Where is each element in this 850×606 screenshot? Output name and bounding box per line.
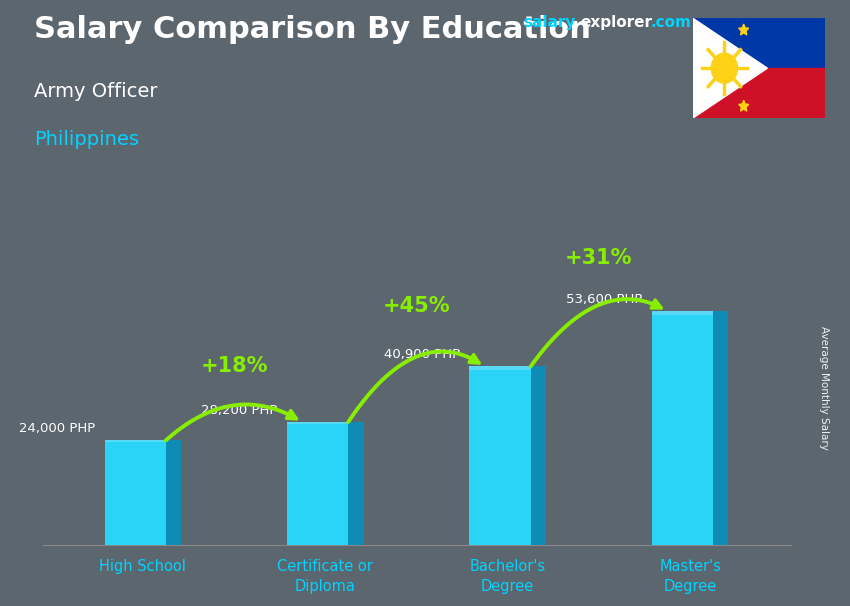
Bar (105, 441, 166, 442)
Bar (166, 441, 181, 545)
Polygon shape (681, 62, 691, 73)
Text: 40,900 PHP: 40,900 PHP (384, 348, 461, 361)
Polygon shape (739, 100, 749, 111)
Bar (469, 367, 530, 545)
Bar (652, 311, 713, 315)
Bar (693, 18, 824, 68)
Bar (287, 422, 348, 424)
Bar (105, 441, 166, 545)
Bar (713, 311, 728, 545)
Bar (693, 68, 824, 118)
Bar (287, 422, 348, 545)
Polygon shape (739, 24, 749, 35)
Circle shape (711, 53, 738, 83)
Bar (652, 311, 713, 545)
Text: salary: salary (523, 15, 575, 30)
Text: Salary Comparison By Education: Salary Comparison By Education (34, 15, 591, 44)
Text: Average Monthly Salary: Average Monthly Salary (819, 326, 829, 450)
Text: explorer: explorer (581, 15, 653, 30)
Text: Philippines: Philippines (34, 130, 139, 149)
Bar (469, 367, 530, 370)
Text: 53,600 PHP: 53,600 PHP (566, 293, 643, 305)
Text: +18%: +18% (201, 356, 268, 376)
Text: +31%: +31% (565, 248, 632, 268)
Bar (348, 422, 364, 545)
Polygon shape (693, 18, 768, 118)
Bar (530, 367, 546, 545)
Text: 28,200 PHP: 28,200 PHP (201, 404, 278, 417)
Text: +45%: +45% (382, 296, 450, 316)
Text: Army Officer: Army Officer (34, 82, 157, 101)
Text: 24,000 PHP: 24,000 PHP (20, 422, 95, 435)
Text: .com: .com (650, 15, 691, 30)
